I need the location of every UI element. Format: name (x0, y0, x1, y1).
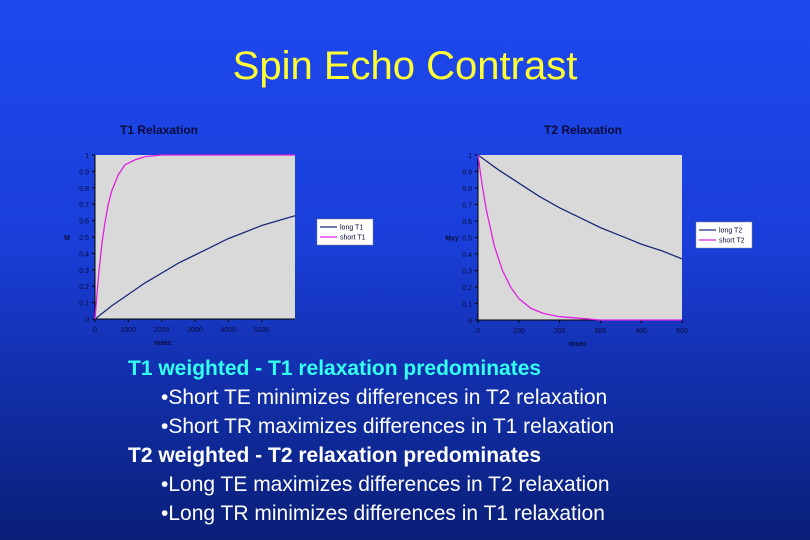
t2-chart-title: T2 Relaxation (544, 123, 622, 137)
slide-title: Spin Echo Contrast (232, 44, 578, 88)
t1-y-axis-label: M (64, 235, 70, 242)
t1-bullet-short-tr: •Short TR maximizes differences in T1 re… (161, 415, 615, 438)
t2-y-tick-label: 0.2 (462, 285, 472, 292)
bullet-list: T1 weighted - T1 relaxation predominates… (128, 354, 614, 528)
t1-weighted-heading: T1 weighted - T1 relaxation predominates (128, 357, 542, 380)
t2-y-tick-label: 0.6 (462, 219, 472, 226)
t2-y-tick-label: 0.3 (462, 269, 472, 276)
t1-y-tick-label: 0.4 (79, 251, 89, 258)
t2-series-line-long-t2 (477, 154, 683, 260)
t1-series-line-short-t1 (94, 154, 295, 320)
t2-x-tick-label: 500 (676, 328, 688, 335)
t1-x-tick-label: 4000 (221, 327, 237, 334)
t1-x-tick-label: 2000 (154, 327, 170, 334)
t1-plot-area (95, 155, 295, 319)
t2-y-axis-label: Mxy (445, 236, 459, 243)
t2-x-tick-label: 100 (513, 328, 525, 335)
t2-x-tick-label: 200 (554, 328, 566, 335)
t1-legend: long T1 short T1 (316, 218, 374, 246)
t2-legend-box (695, 221, 753, 249)
t2-x-axis-label: msec (569, 341, 587, 348)
t1-legend-label: short T1 (340, 235, 366, 242)
t1-x-axis-label: msec (154, 340, 172, 347)
t1-x-tick-label: 0 (93, 327, 97, 334)
t2-x-tick-label: 300 (595, 328, 607, 335)
t2-legend: long T2 short T2 (695, 221, 753, 249)
t2-x-tick-label: 400 (635, 328, 647, 335)
t2-legend-label: long T2 (719, 228, 742, 235)
t1-y-tick-label: 0.5 (79, 235, 89, 242)
t1-y-tick-label: 0.7 (79, 202, 89, 209)
t1-series-line-long-t1 (94, 215, 296, 320)
t1-y-tick-label: 0.6 (79, 219, 89, 226)
t1-y-tick-label: 0.8 (79, 186, 89, 193)
t2-y-tick-label: 0.8 (462, 186, 472, 193)
t1-legend-box (316, 218, 374, 246)
t1-bullet-short-te: •Short TE minimizes differences in T2 re… (161, 386, 608, 409)
t2-y-tick-label: 0.4 (462, 252, 472, 259)
t2-bullet-long-te: •Long TE maximizes differences in T2 rel… (161, 473, 610, 496)
t1-chart-title: T1 Relaxation (120, 123, 198, 137)
t1-y-tick-label: 0.3 (79, 268, 89, 275)
t2-y-tick-label: 0.5 (462, 236, 472, 243)
t1-x-tick-label: 1000 (121, 327, 137, 334)
t2-legend-label: short T2 (719, 238, 745, 245)
t2-series-line-short-t2 (477, 154, 682, 321)
t2-y-tick-label: 0.7 (462, 203, 472, 210)
t2-x-tick-label: 0 (476, 328, 480, 335)
t1-relaxation-chart: T1 Relaxation 0 0.1 0.2 0.3 0.4 0.5 0.6 0.7 0.8 0.… (64, 123, 374, 347)
t2-relaxation-chart: T2 Relaxation 0 0.1 0.2 0.3 0.4 0.5 0.6 0.7 0.8 0.… (445, 123, 753, 348)
t1-x-tick-label: 5000 (254, 327, 270, 334)
t2-bullet-long-tr: •Long TR minimizes differences in T1 rel… (161, 502, 605, 525)
t2-y-tick-label: 1 (468, 153, 472, 160)
t1-x-tick-label: 3000 (187, 327, 203, 334)
t1-y-tick-label: 0.2 (79, 284, 89, 291)
t1-y-tick-label: 0.1 (79, 301, 89, 308)
t1-y-tick-label: 0.9 (79, 169, 89, 176)
t1-legend-label: long T1 (340, 225, 363, 232)
t2-weighted-heading: T2 weighted - T2 relaxation predominates (128, 444, 542, 467)
t2-plot-area (478, 155, 682, 320)
t1-y-tick-label: 1 (85, 153, 89, 160)
t2-y-tick-label: 0.9 (462, 170, 472, 177)
t2-y-tick-label: 0 (468, 318, 472, 325)
t1-y-tick-label: 0 (85, 317, 89, 324)
t2-y-tick-label: 0.1 (462, 302, 472, 309)
